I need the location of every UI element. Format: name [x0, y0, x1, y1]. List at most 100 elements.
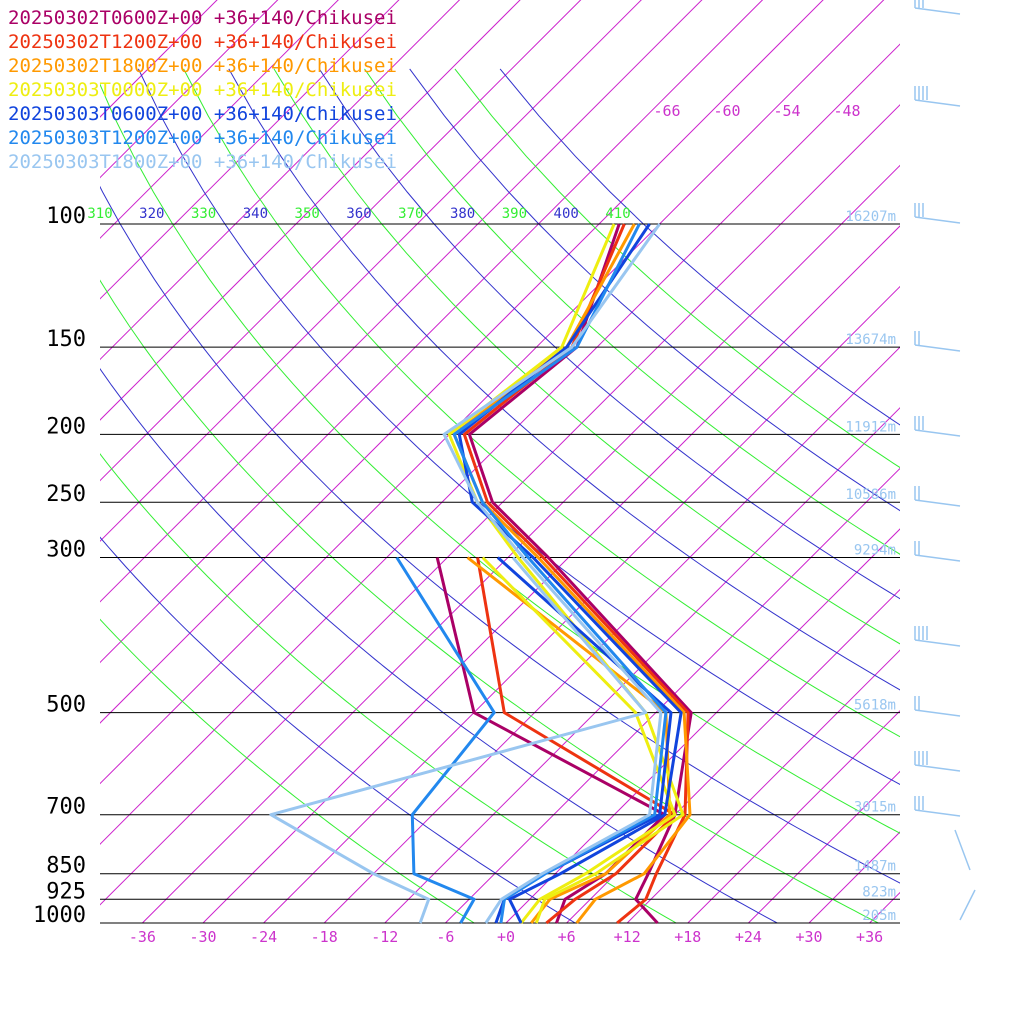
wind-barb [914, 554, 961, 562]
wind-barb [959, 889, 976, 921]
theta-curve [228, 68, 900, 691]
wind-barb [954, 829, 971, 871]
pressure-label: 100 [46, 204, 86, 229]
isotherm-line [808, 831, 900, 924]
theta-tick: 380 [450, 206, 475, 222]
legend-entry: 20250302T1200Z+00 +36+140/Chikusei [8, 31, 397, 53]
legend: 20250302T0600Z+00 +36+140/Chikusei202503… [8, 7, 397, 173]
theta-tick: 360 [346, 206, 371, 222]
legend-entry: 20250303T1800Z+00 +36+140/Chikusei [8, 151, 397, 173]
temperature-tick: -6 [436, 928, 454, 946]
theta-tick: 370 [398, 206, 423, 222]
theta-curve [454, 68, 900, 469]
isotherm-line [100, 104, 900, 906]
temperature-tick: -36 [129, 928, 156, 946]
theta-tick: 390 [502, 206, 527, 222]
height-label: 1487m [854, 859, 896, 875]
legend-entry: 20250303T1200Z+00 +36+140/Chikusei [8, 127, 397, 149]
pressure-label: 500 [46, 693, 86, 718]
dewpoint-profile-line [269, 556, 648, 924]
theta-curve [100, 185, 900, 884]
theta-curve [100, 83, 900, 834]
temperature-tick: +36 [856, 928, 883, 946]
isotherm-line [100, 0, 764, 664]
isotherm-line [100, 0, 824, 724]
upper-temperature-tick: -66 [653, 102, 680, 120]
pressure-label: 300 [46, 538, 86, 563]
temperature-tick: +30 [795, 928, 822, 946]
theta-curve [100, 536, 576, 924]
temperature-tick: +18 [674, 928, 701, 946]
theta-curve [364, 68, 900, 555]
isotherm-line [100, 0, 642, 542]
height-labels: 16207m 13674m 11912m 10586m 9294m 5618m 3015m 1… [845, 209, 896, 924]
wind-barb [914, 709, 961, 717]
theta-curve [183, 68, 900, 738]
theta-curve [273, 68, 900, 645]
isotherm-line [748, 770, 900, 924]
isotherm-line [869, 891, 900, 924]
potential-temperature-curves [100, 68, 900, 924]
wind-barb [914, 499, 961, 507]
temperature-tick: +6 [558, 928, 576, 946]
isotherm-line [566, 588, 900, 924]
upper-temperature-tick: -48 [833, 102, 860, 120]
height-label: 205m [862, 908, 896, 924]
theta-axis-ticks: 310 320 330 340 350 360 370 380 390 400 410 [87, 206, 630, 222]
wind-barb [914, 639, 961, 647]
isotherm-lines [100, 0, 1024, 924]
temperature-tick: -24 [250, 928, 277, 946]
dewpoint-profile-line [481, 556, 677, 924]
height-label: 823m [862, 884, 896, 900]
legend-entry: 20250303T0000Z+00 +36+140/Chikusei [8, 79, 397, 101]
isotherm-line [323, 346, 900, 924]
pressure-label: 200 [46, 414, 86, 439]
theta-curve [100, 367, 778, 924]
theta-tick: 330 [191, 206, 216, 222]
wind-barb [914, 809, 961, 817]
isotherm-line [445, 467, 900, 924]
pressure-label: 150 [46, 327, 86, 352]
temperature-tick: +0 [497, 928, 515, 946]
theta-tick: 410 [605, 206, 630, 222]
theta-tick: 320 [139, 206, 164, 222]
isotherm-line [100, 0, 461, 361]
pressure-label: 850 [46, 854, 86, 879]
pressure-label: 1000 [33, 903, 86, 928]
isotherm-line [100, 0, 885, 785]
legend-entry: 20250302T0600Z+00 +36+140/Chikusei [8, 7, 397, 29]
legend-entry: 20250302T1800Z+00 +36+140/Chikusei [8, 55, 397, 77]
isotherm-line [100, 0, 339, 239]
temperature-tick: +12 [614, 928, 641, 946]
wind-barbs [914, 0, 976, 921]
height-label: 16207m [845, 209, 896, 225]
theta-curve [100, 279, 879, 924]
dewpoint-profile-line [435, 557, 667, 924]
sounding-series [269, 223, 693, 925]
theta-curve [100, 618, 475, 924]
upper-temperature-tick: -54 [773, 102, 800, 120]
wind-barb [914, 7, 961, 15]
isotherm-line [505, 528, 900, 924]
theta-curve [137, 68, 900, 786]
pressure-label: 925 [46, 879, 86, 904]
pressure-label: 250 [46, 482, 86, 507]
wind-barb [914, 99, 961, 107]
isotherm-line [100, 0, 400, 300]
isotherm-line [991, 0, 1024, 923]
upper-temperature-ticks: -66 -60 -54 -48 [653, 102, 860, 120]
temperature-tick: -30 [189, 928, 216, 946]
wind-barb [914, 216, 961, 224]
theta-tick: 350 [295, 206, 320, 222]
temperature-tick: -12 [371, 928, 398, 946]
theta-curve [318, 68, 900, 600]
height-label: 13674m [845, 332, 896, 348]
height-label: 10586m [845, 487, 896, 503]
isotherm-line [100, 0, 703, 603]
height-label: 3015m [854, 800, 896, 816]
isotherm-line [100, 43, 900, 845]
isotherm-line [142, 164, 900, 924]
height-label: 9294m [854, 543, 896, 559]
theta-tick: 400 [554, 206, 579, 222]
